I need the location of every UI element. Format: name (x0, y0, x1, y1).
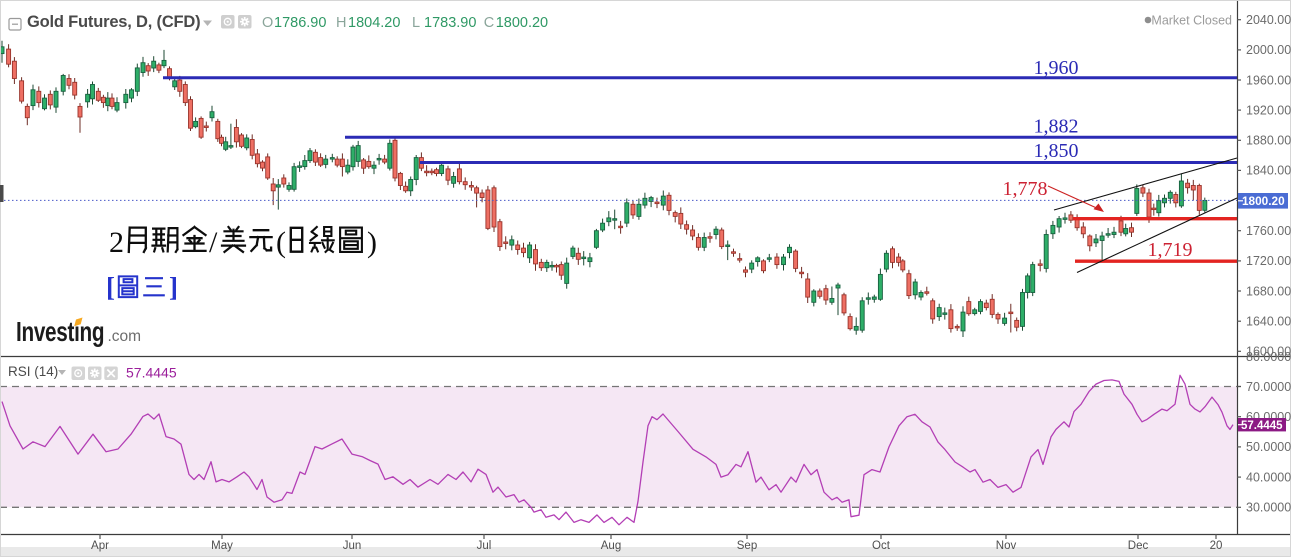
svg-text:Market Closed: Market Closed (1151, 14, 1232, 28)
svg-text:/: / (209, 226, 218, 259)
svg-text:Apr: Apr (91, 540, 109, 552)
svg-text:Oct: Oct (872, 540, 891, 552)
svg-text:1,882: 1,882 (1034, 116, 1079, 138)
svg-text:1960.00: 1960.00 (1246, 73, 1291, 87)
svg-text:1,719: 1,719 (1148, 239, 1193, 261)
svg-text:1720.00: 1720.00 (1246, 254, 1291, 268)
svg-text:RSI (14): RSI (14) (8, 364, 58, 379)
svg-text:2: 2 (109, 226, 124, 259)
svg-text:(: ( (276, 226, 286, 259)
svg-text:1760.00: 1760.00 (1246, 224, 1291, 238)
svg-text:Nov: Nov (996, 540, 1017, 552)
svg-text:]: ] (169, 272, 178, 302)
svg-text:Jun: Jun (343, 540, 362, 552)
svg-text:Aug: Aug (601, 540, 621, 552)
svg-text:1804.20: 1804.20 (348, 15, 400, 31)
svg-text:2000.00: 2000.00 (1246, 43, 1291, 57)
svg-text:1800.20: 1800.20 (1242, 194, 1285, 208)
svg-text:May: May (211, 540, 233, 552)
svg-text:50.0000: 50.0000 (1246, 440, 1291, 454)
svg-text:2040.00: 2040.00 (1246, 13, 1291, 27)
svg-text:1840.00: 1840.00 (1246, 164, 1291, 178)
svg-text:30.0000: 30.0000 (1246, 501, 1291, 515)
svg-text:1680.00: 1680.00 (1246, 284, 1291, 298)
svg-text:[: [ (106, 272, 115, 302)
svg-text:Sep: Sep (737, 540, 757, 552)
svg-text:1786.90: 1786.90 (274, 15, 326, 31)
svg-text:1640.00: 1640.00 (1246, 314, 1291, 328)
svg-text:H: H (336, 15, 346, 31)
svg-text:1800.20: 1800.20 (496, 15, 548, 31)
svg-text:Jul: Jul (477, 540, 492, 552)
svg-text:O: O (262, 15, 273, 31)
svg-text:1783.90: 1783.90 (424, 15, 476, 31)
svg-text:20: 20 (1210, 540, 1223, 552)
svg-text:1600.00: 1600.00 (1246, 345, 1291, 359)
svg-text:C: C (484, 15, 494, 31)
svg-text:Investing: Investing (16, 317, 104, 348)
svg-text:1,960: 1,960 (1034, 57, 1079, 79)
svg-text:70.0000: 70.0000 (1246, 380, 1291, 394)
svg-text:80.0000: 80.0000 (1246, 350, 1291, 364)
svg-text:1,778: 1,778 (1003, 178, 1048, 200)
svg-text:Gold Futures, D, (CFD): Gold Futures, D, (CFD) (27, 13, 200, 31)
svg-text:L: L (412, 15, 420, 31)
svg-text:1880.00: 1880.00 (1246, 134, 1291, 148)
svg-text:57.4445: 57.4445 (126, 365, 177, 381)
svg-text:1920.00: 1920.00 (1246, 103, 1291, 117)
svg-text:): ) (367, 226, 377, 259)
svg-text:40.0000: 40.0000 (1246, 470, 1291, 484)
svg-text:Dec: Dec (1128, 540, 1149, 552)
svg-text:1,850: 1,850 (1034, 140, 1079, 162)
svg-text:.com: .com (108, 328, 142, 345)
svg-text:57.4445: 57.4445 (1241, 420, 1283, 432)
